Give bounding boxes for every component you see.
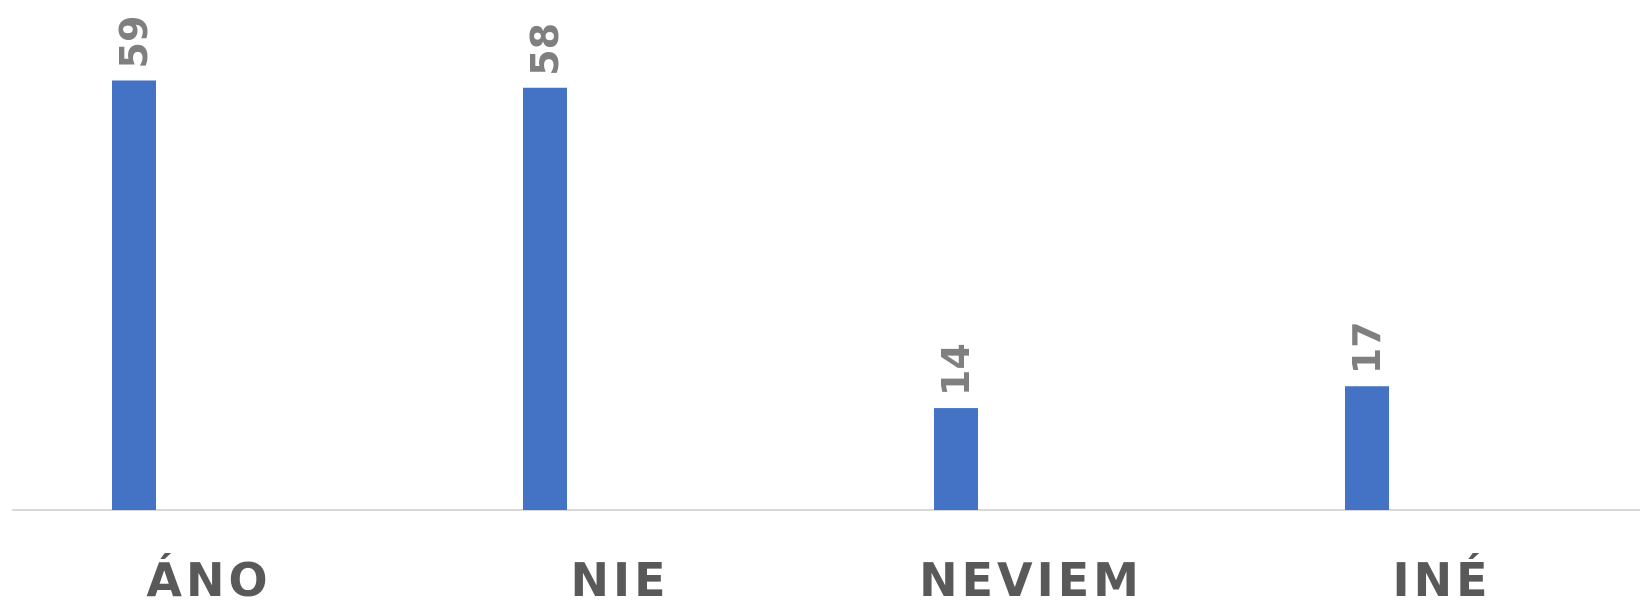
data-label-iné: 17 (1345, 321, 1389, 374)
bar-neviem (934, 408, 978, 510)
bar-áno (112, 80, 156, 510)
data-label-nie: 58 (523, 23, 567, 76)
data-labels-group: 59 58 14 17 (112, 16, 1389, 396)
data-label-neviem: 14 (934, 343, 978, 396)
category-label-nie: NIE (570, 553, 669, 600)
category-label-áno: ÁNO (146, 553, 271, 600)
category-label-neviem: NEVIEM (919, 553, 1143, 600)
category-labels-group: ÁNO NIE NEVIEM INÉ (146, 553, 1491, 600)
data-label-áno: 59 (112, 16, 156, 69)
bar-iné (1345, 386, 1389, 510)
category-label-iné: INÉ (1392, 553, 1491, 600)
bars-group (112, 80, 1389, 510)
bar-nie (523, 87, 567, 510)
